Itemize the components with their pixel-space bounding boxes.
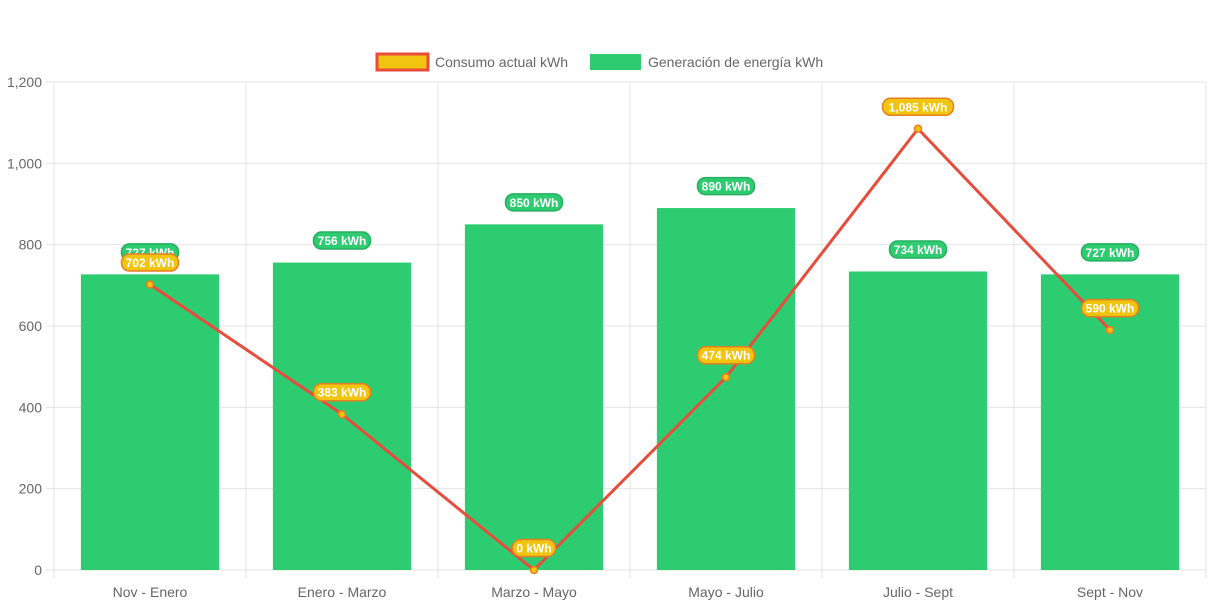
data-label-consumo-badge	[881, 97, 955, 117]
data-label-consumo-badge	[120, 253, 180, 272]
data-label-generacion: 890 kWh	[702, 180, 751, 194]
grid	[46, 81, 1207, 578]
line-consumo	[149, 127, 1112, 572]
bar-generacion	[464, 224, 604, 571]
data-label-generacion-badge	[888, 240, 948, 259]
point-consumo	[337, 409, 347, 419]
y-tick-label: 400	[19, 399, 43, 415]
data-label-consumo: 383 kWh	[318, 386, 367, 400]
data-label-generacion: 756 kWh	[318, 234, 367, 248]
data-label-consumo: 702 kWh	[126, 256, 175, 270]
data-label-generacion: 734 kWh	[894, 243, 943, 257]
data-label-generacion: 850 kWh	[510, 196, 559, 210]
legend-label-generacion: Generación de energía kWh	[648, 54, 823, 70]
data-label-consumo-badge	[1080, 298, 1140, 318]
bar-generacion	[1040, 274, 1180, 570]
data-label-consumo-badge	[312, 382, 372, 402]
y-tick-label: 0	[34, 562, 42, 578]
bar-generacion	[656, 208, 796, 571]
axes: 0 200 400 600 800 1,000 1,200 Nov - Enero Enero …	[7, 74, 1143, 600]
y-tick-label: 1,200	[7, 74, 42, 90]
x-tick-label: Sept - Nov	[1077, 584, 1143, 600]
legend-item-generacion[interactable]: Generación de energía kWh	[590, 54, 823, 70]
data-label-consumo: 474 kWh	[702, 349, 751, 363]
legend-swatch-consumo	[375, 52, 430, 72]
data-label-generacion-badge	[312, 231, 372, 250]
legend-swatch-generacion	[590, 54, 641, 70]
bar-generacion	[848, 271, 988, 570]
legend-item-consumo[interactable]: Consumo actual kWh	[375, 52, 568, 72]
y-tick-label: 1,000	[7, 155, 42, 171]
data-label-generacion-badge	[504, 193, 564, 212]
y-tick-label: 200	[19, 481, 43, 497]
point-consumo	[529, 565, 539, 575]
bar-generacion	[80, 274, 220, 570]
x-tick-label: Enero - Marzo	[298, 584, 387, 600]
x-tick-label: Nov - Enero	[113, 584, 188, 600]
data-label-generacion-badge	[1080, 243, 1140, 262]
data-label-consumo-badge	[696, 345, 756, 365]
point-consumo	[721, 372, 731, 382]
data-label-consumo: 1,085 kWh	[889, 100, 948, 114]
x-tick-label: Mayo - Julio	[688, 584, 764, 600]
point-consumo	[1105, 325, 1115, 335]
data-label-generacion-badge	[696, 176, 756, 196]
x-tick-label: Marzo - Mayo	[491, 584, 577, 600]
point-consumo	[145, 280, 155, 289]
line-layer	[145, 124, 1115, 575]
data-label-consumo: 0 kWh	[516, 542, 551, 556]
bars	[80, 208, 1180, 571]
data-label-consumo-badge	[511, 538, 557, 558]
legend-label-consumo: Consumo actual kWh	[435, 54, 568, 70]
y-tick-label: 800	[19, 237, 43, 253]
x-tick-label: Julio - Sept	[883, 584, 953, 600]
data-label-generacion: 727 kWh	[1086, 246, 1135, 260]
legend: Consumo actual kWh Generación de energía…	[375, 52, 823, 72]
y-tick-label: 600	[19, 318, 43, 334]
point-consumo	[913, 124, 923, 134]
data-label-consumo: 590 kWh	[1086, 302, 1135, 316]
